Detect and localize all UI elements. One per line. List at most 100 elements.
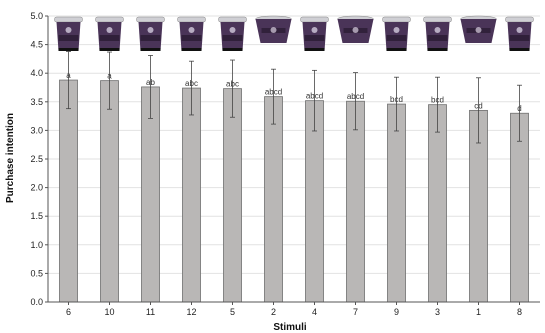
y-tick-label: 2.5 bbox=[30, 154, 43, 164]
package-logo bbox=[393, 27, 400, 33]
significance-letter: abc bbox=[226, 80, 239, 89]
x-tick-label: 5 bbox=[230, 307, 235, 317]
significance-letter: a bbox=[66, 71, 71, 80]
x-tick-label: 12 bbox=[186, 307, 196, 317]
significance-letter: abcd bbox=[265, 88, 282, 97]
x-tick-label: 1 bbox=[476, 307, 481, 317]
package-logo bbox=[516, 27, 523, 33]
y-tick-label: 5.0 bbox=[30, 11, 43, 21]
package-image-tall bbox=[54, 16, 83, 51]
package-lid bbox=[177, 16, 206, 23]
significance-letter: abcd bbox=[306, 92, 323, 101]
package-image-tall bbox=[382, 16, 411, 51]
package-band bbox=[304, 35, 325, 41]
package-lid bbox=[54, 16, 83, 23]
package-base bbox=[427, 48, 448, 51]
package-base bbox=[99, 48, 120, 51]
package-band bbox=[427, 35, 448, 41]
package-logo bbox=[147, 27, 154, 33]
package-image-tall bbox=[423, 16, 452, 51]
package-lid bbox=[95, 16, 124, 23]
x-tick-label: 10 bbox=[104, 307, 114, 317]
package-base bbox=[222, 48, 243, 51]
package-band bbox=[509, 35, 530, 41]
bar bbox=[264, 96, 283, 303]
package-band bbox=[181, 35, 202, 41]
bar bbox=[141, 86, 160, 303]
x-tick-label: 2 bbox=[271, 307, 276, 317]
package-logo bbox=[311, 27, 318, 33]
package-lid bbox=[382, 16, 411, 23]
package-base bbox=[181, 48, 202, 51]
x-axis-title: Stimuli bbox=[273, 322, 307, 333]
package-base bbox=[304, 48, 325, 51]
package-band bbox=[140, 35, 161, 41]
bar bbox=[223, 88, 242, 303]
y-tick-label: 1.5 bbox=[30, 211, 43, 221]
package-lid bbox=[505, 16, 534, 23]
package-lid bbox=[423, 16, 452, 23]
package-logo bbox=[106, 27, 113, 33]
package-logo bbox=[188, 27, 195, 33]
package-band bbox=[222, 35, 243, 41]
package-logo bbox=[65, 27, 72, 33]
y-tick-label: 0.0 bbox=[30, 297, 43, 307]
x-tick-label: 4 bbox=[312, 307, 317, 317]
y-tick-label: 3.0 bbox=[30, 125, 43, 135]
y-axis-title: Purchase intention bbox=[5, 113, 16, 203]
package-band bbox=[99, 35, 120, 41]
package-lid bbox=[300, 16, 329, 23]
package-base bbox=[386, 48, 407, 51]
package-image-wide bbox=[255, 15, 292, 43]
error-bars-group bbox=[66, 51, 522, 144]
bar bbox=[100, 80, 119, 303]
y-tick-label: 3.5 bbox=[30, 97, 43, 107]
x-tick-label: 9 bbox=[394, 307, 399, 317]
bar bbox=[59, 79, 78, 303]
axes-group bbox=[45, 15, 540, 305]
package-logo bbox=[270, 27, 277, 33]
y-tick-label: 4.5 bbox=[30, 40, 43, 50]
bar bbox=[387, 103, 406, 303]
package-images-group bbox=[54, 15, 534, 51]
y-tick-labels: 0.0 0.5 1.0 1.5 2.0 2.5 3.0 3.5 4.0 4.5 5.0 bbox=[30, 11, 43, 307]
package-image-tall bbox=[300, 16, 329, 51]
x-tick-label: 6 bbox=[66, 307, 71, 317]
x-tick-label: 3 bbox=[435, 307, 440, 317]
significance-letter: ab bbox=[146, 78, 155, 87]
package-base bbox=[509, 48, 530, 51]
package-image-tall bbox=[136, 16, 165, 51]
package-image-tall bbox=[177, 16, 206, 51]
package-logo bbox=[229, 27, 236, 33]
significance-letter: a bbox=[107, 72, 112, 81]
significance-letter: bcd bbox=[390, 95, 403, 104]
package-base bbox=[140, 48, 161, 51]
package-image-tall bbox=[505, 16, 534, 51]
package-lid bbox=[136, 16, 165, 23]
package-logo bbox=[434, 27, 441, 33]
y-tick-label: 4.0 bbox=[30, 68, 43, 78]
significance-letters-group: a a ab abc abc abcd abcd abcd bcd bcd cd d bbox=[66, 71, 521, 113]
significance-letter: abcd bbox=[347, 92, 364, 101]
package-logo bbox=[475, 27, 482, 33]
package-image-tall bbox=[95, 16, 124, 51]
package-band bbox=[58, 35, 79, 41]
bar bbox=[182, 87, 201, 303]
x-tick-label: 8 bbox=[517, 307, 522, 317]
package-image-tall bbox=[218, 16, 247, 51]
significance-letter: bcd bbox=[431, 96, 444, 105]
package-image-wide bbox=[337, 15, 374, 43]
y-tick-label: 0.5 bbox=[30, 268, 43, 278]
package-base bbox=[58, 48, 79, 51]
package-logo bbox=[352, 27, 359, 33]
package-lid bbox=[218, 16, 247, 23]
x-tick-labels: 6 10 11 12 5 2 4 7 9 3 1 8 bbox=[66, 307, 522, 317]
x-tick-label: 11 bbox=[146, 307, 155, 317]
package-band bbox=[386, 35, 407, 41]
y-tick-label: 1.0 bbox=[30, 240, 43, 250]
significance-letter: d bbox=[517, 104, 521, 113]
package-image-wide bbox=[460, 15, 497, 43]
significance-letter: abc bbox=[185, 79, 198, 88]
significance-letter: cd bbox=[474, 101, 482, 110]
